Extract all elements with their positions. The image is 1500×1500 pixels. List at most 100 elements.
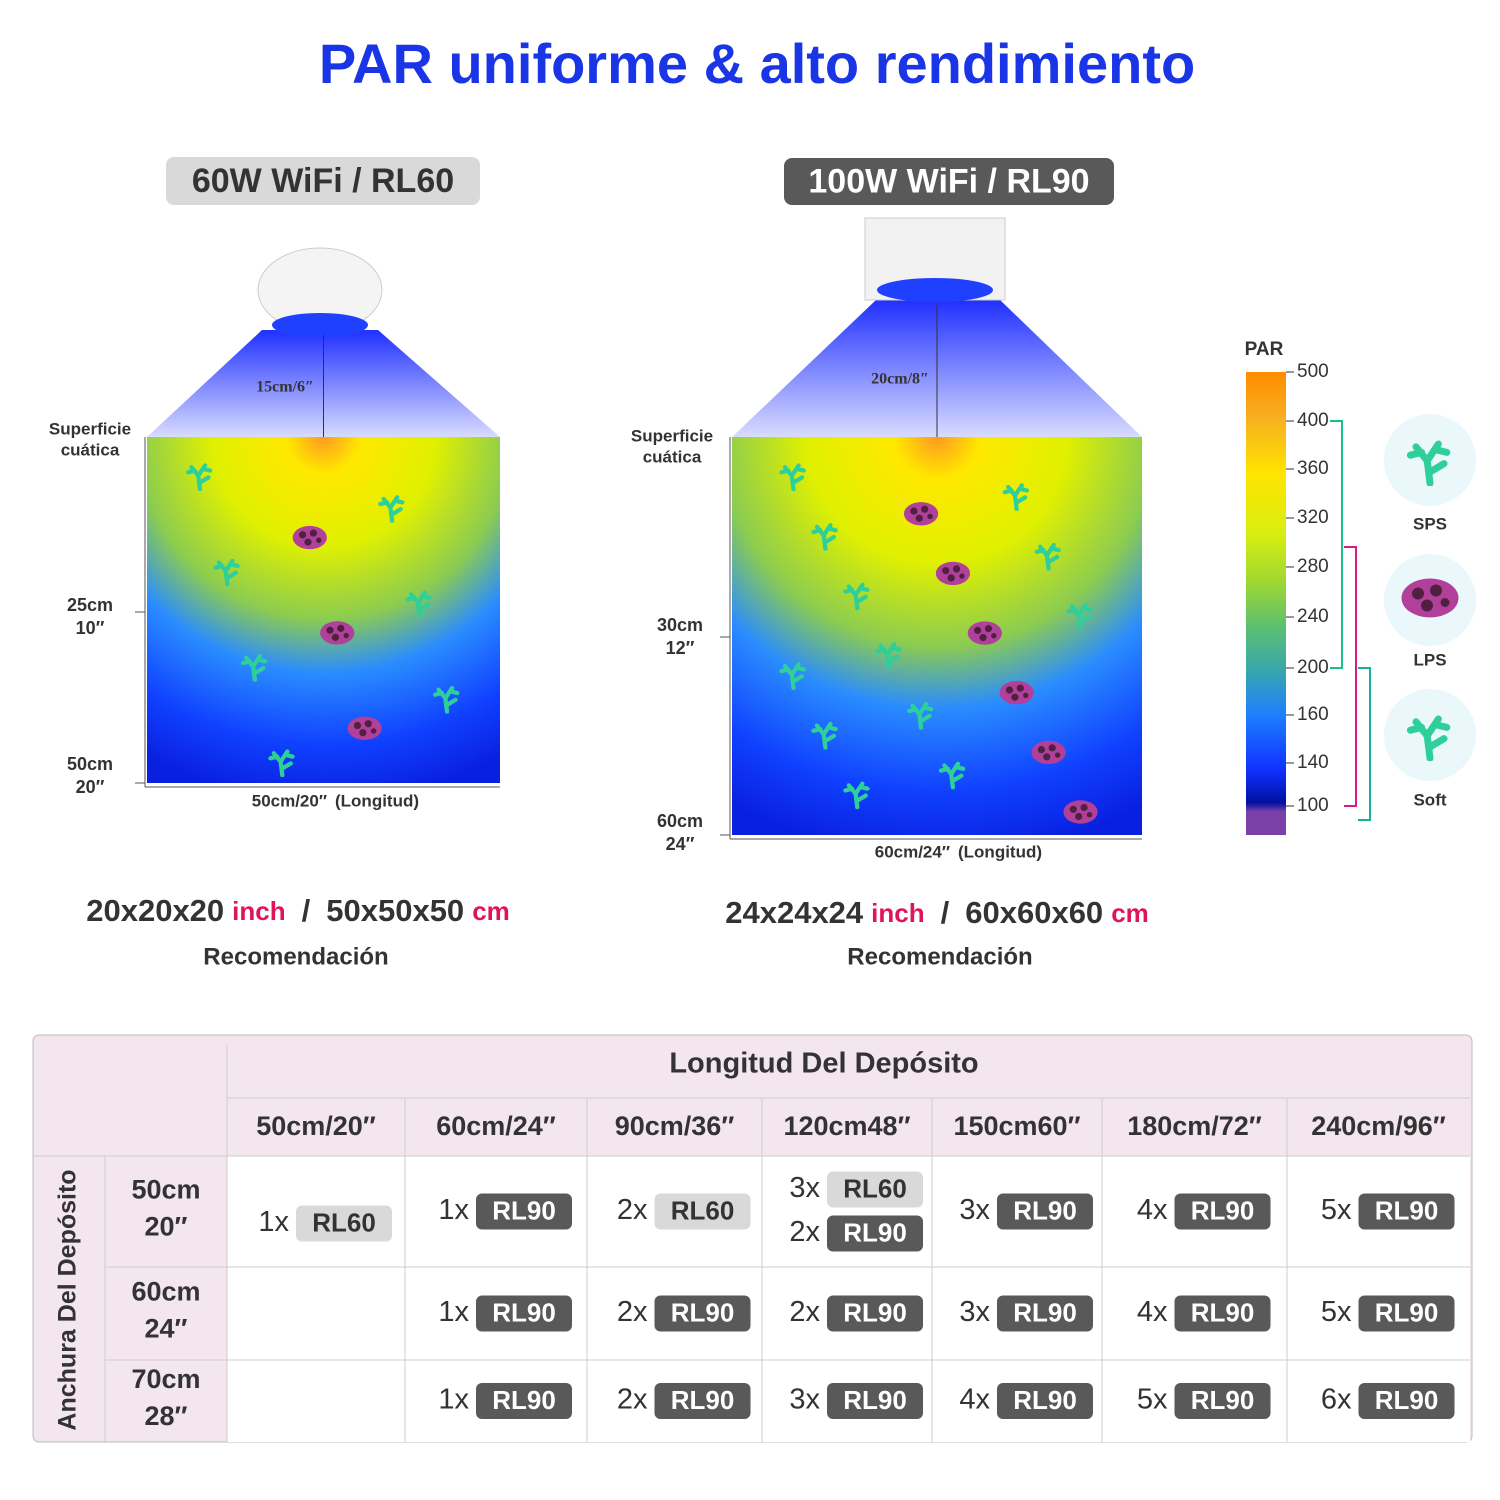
- model-name: RL90: [843, 1385, 907, 1415]
- column-label: 120cm48″: [783, 1111, 910, 1141]
- length-label: 60cm/24″: [875, 842, 950, 861]
- coral-icon: [1031, 740, 1066, 765]
- model-badge: [476, 1383, 572, 1419]
- depth-label: 24″: [666, 834, 695, 854]
- model-badge: [997, 1383, 1093, 1419]
- legend-tick-label: 320: [1297, 507, 1329, 528]
- surface-label: Superficie: [631, 426, 713, 445]
- unit-count: 6x: [1321, 1384, 1352, 1416]
- tank-size: 20x20x20 inch / 50x50x50 cm: [86, 893, 510, 928]
- unit-count: 3x: [959, 1194, 990, 1226]
- model-name: RL90: [1375, 1297, 1439, 1327]
- model-name: 60W WiFi / RL60: [192, 162, 454, 200]
- model-name: RL90: [1375, 1195, 1439, 1225]
- model-name: RL90: [671, 1385, 735, 1415]
- legend-tick-label: 500: [1297, 361, 1329, 382]
- model-badge: [1174, 1295, 1271, 1332]
- model-badge: [997, 1193, 1093, 1230]
- coral-icon: [967, 621, 1002, 645]
- unit-count: 5x: [1321, 1296, 1352, 1328]
- row-label: 50cm: [131, 1175, 200, 1205]
- length-note: (Longitud): [958, 842, 1042, 861]
- legend-tick-label: 200: [1297, 657, 1329, 678]
- coral-icon: [903, 502, 939, 526]
- coral-icon: [999, 681, 1034, 705]
- legend-tick-label: 400: [1297, 410, 1329, 431]
- unit-count: 4x: [1137, 1194, 1168, 1226]
- coral-icon: [1063, 800, 1098, 824]
- height-label: 15cm/6″: [256, 379, 314, 396]
- model-name: RL90: [843, 1217, 907, 1247]
- surface-label: cuática: [61, 440, 120, 459]
- model-name: RL90: [492, 1195, 556, 1225]
- unit-count: 2x: [617, 1194, 648, 1226]
- model-name: RL90: [1013, 1195, 1077, 1225]
- model-badge: [476, 1193, 572, 1230]
- coral-label: LPS: [1413, 650, 1446, 669]
- par-tank: [732, 437, 1142, 835]
- unit-count: 1x: [438, 1384, 469, 1416]
- legend-tick-label: 140: [1297, 752, 1329, 773]
- recommendation: Recomendación: [203, 943, 388, 970]
- legend-tick-label: 160: [1297, 704, 1329, 725]
- unit-count: 3x: [789, 1172, 820, 1204]
- model-badge: [166, 157, 480, 205]
- par-tank: [147, 437, 500, 783]
- coral-label: SPS: [1413, 514, 1447, 533]
- par-legend: PAR 500 400 360 320 280 240 200 160 140 100 SPS LPS S…: [1245, 339, 1476, 835]
- row-label: 24″: [145, 1314, 188, 1344]
- product-panel: 100W WiFi / RL90 20cm/8″ Superficie cuática…: [631, 158, 1149, 970]
- size-part: /: [941, 895, 950, 930]
- model-name: RL90: [492, 1297, 556, 1327]
- depth-label: 20″: [76, 777, 105, 797]
- model-badge: [654, 1383, 751, 1419]
- unit-count: 5x: [1321, 1194, 1352, 1226]
- column-label: 240cm/96″: [1311, 1111, 1446, 1141]
- row-label: 28″: [145, 1401, 188, 1431]
- column-label: 50cm/20″: [256, 1111, 376, 1141]
- unit-count: 5x: [1137, 1384, 1168, 1416]
- length-label: 50cm/20″: [252, 791, 327, 810]
- coral-icon: [292, 525, 327, 550]
- model-badge: [997, 1295, 1093, 1332]
- size-part: 24x24x24: [725, 895, 864, 930]
- light-lens: [272, 313, 368, 337]
- recommendation: Recomendación: [847, 943, 1032, 970]
- unit-count: 4x: [1137, 1296, 1168, 1328]
- panels: 60W WiFi / RL60 15cm/6″ Superficie cuática 2…: [49, 157, 1149, 970]
- depth-label: 10″: [76, 618, 105, 638]
- size-part: inch: [871, 898, 924, 928]
- model-badge: [654, 1295, 751, 1332]
- unit-count: 3x: [959, 1296, 990, 1328]
- model-name: RL90: [671, 1297, 735, 1327]
- unit-count: 2x: [617, 1296, 648, 1328]
- size-part: cm: [1111, 898, 1149, 928]
- model-name: 100W WiFi / RL90: [808, 162, 1089, 200]
- model-name: RL90: [1375, 1385, 1439, 1415]
- unit-count: 2x: [617, 1384, 648, 1416]
- depth-label: 50cm: [67, 754, 113, 774]
- model-name: RL90: [1191, 1385, 1255, 1415]
- coral-label: Soft: [1413, 790, 1446, 809]
- size-part: cm: [472, 896, 510, 926]
- size-part: 50x50x50: [326, 893, 464, 928]
- coral-icon: [347, 716, 382, 740]
- unit-count: 1x: [438, 1296, 469, 1328]
- size-part: /: [302, 893, 311, 928]
- depth-label: 30cm: [657, 615, 703, 635]
- column-label: 180cm/72″: [1127, 1111, 1262, 1141]
- legend-tick-label: 100: [1297, 795, 1329, 816]
- model-badge: [784, 158, 1114, 205]
- depth-label: 60cm: [657, 811, 703, 831]
- height-label: 20cm/8″: [871, 371, 929, 388]
- unit-count: 2x: [789, 1216, 820, 1248]
- model-name: RL90: [843, 1297, 907, 1327]
- column-label: 150cm60″: [953, 1111, 1080, 1141]
- table-header: Longitud Del Depósito: [669, 1048, 978, 1080]
- legend-tick-label: 280: [1297, 556, 1329, 577]
- range-bracket: [1330, 420, 1343, 669]
- model-name: RL60: [671, 1195, 735, 1225]
- row-label: 20″: [145, 1212, 188, 1242]
- tank-size: 24x24x24 inch / 60x60x60 cm: [725, 895, 1149, 930]
- size-part: 20x20x20: [86, 893, 224, 928]
